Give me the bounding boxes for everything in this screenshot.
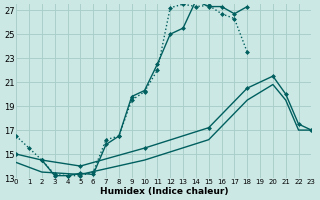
X-axis label: Humidex (Indice chaleur): Humidex (Indice chaleur) [100,187,228,196]
